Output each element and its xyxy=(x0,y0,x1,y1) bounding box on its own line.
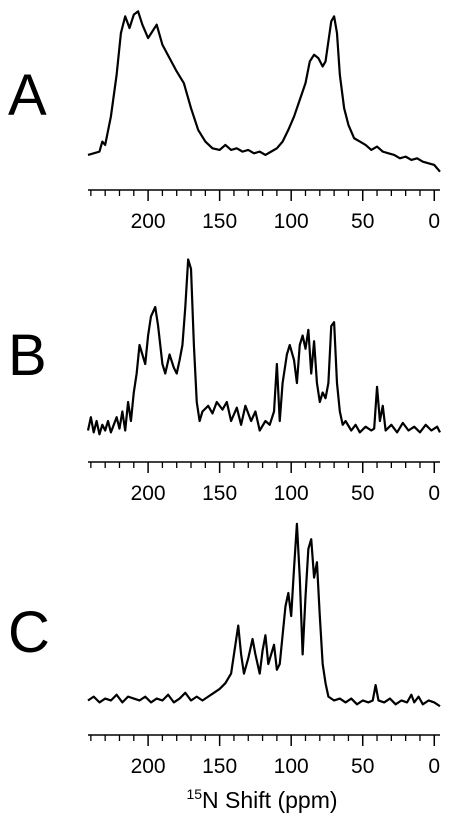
x-tick-label: 100 xyxy=(274,755,309,778)
x-tick-label: 150 xyxy=(202,755,237,778)
x-tick-label: 100 xyxy=(274,482,309,505)
x-tick-label: 50 xyxy=(351,482,374,505)
panel-label: A xyxy=(8,63,47,128)
panel-label: C xyxy=(8,600,50,665)
x-tick-label: 200 xyxy=(131,210,166,233)
x-tick-label: 150 xyxy=(202,482,237,505)
x-tick-label: 0 xyxy=(428,482,440,505)
x-axis-label-superscript: 15 xyxy=(186,786,202,802)
x-tick-label: 200 xyxy=(131,755,166,778)
spectrum-line xyxy=(86,258,441,436)
spectrum-line xyxy=(87,522,441,708)
spectrum-line xyxy=(87,10,441,173)
x-tick-label: 150 xyxy=(202,210,237,233)
x-tick-label: 50 xyxy=(351,755,374,778)
x-tick-label: 0 xyxy=(428,210,440,233)
x-axis-label: 15N Shift (ppm) xyxy=(186,786,337,813)
x-tick-label: 0 xyxy=(428,755,440,778)
x-tick-label: 50 xyxy=(351,210,374,233)
panel-label: B xyxy=(8,323,47,388)
x-axis-label-text: N Shift (ppm) xyxy=(202,787,337,813)
x-tick-label: 200 xyxy=(131,482,166,505)
x-tick-label: 100 xyxy=(274,210,309,233)
